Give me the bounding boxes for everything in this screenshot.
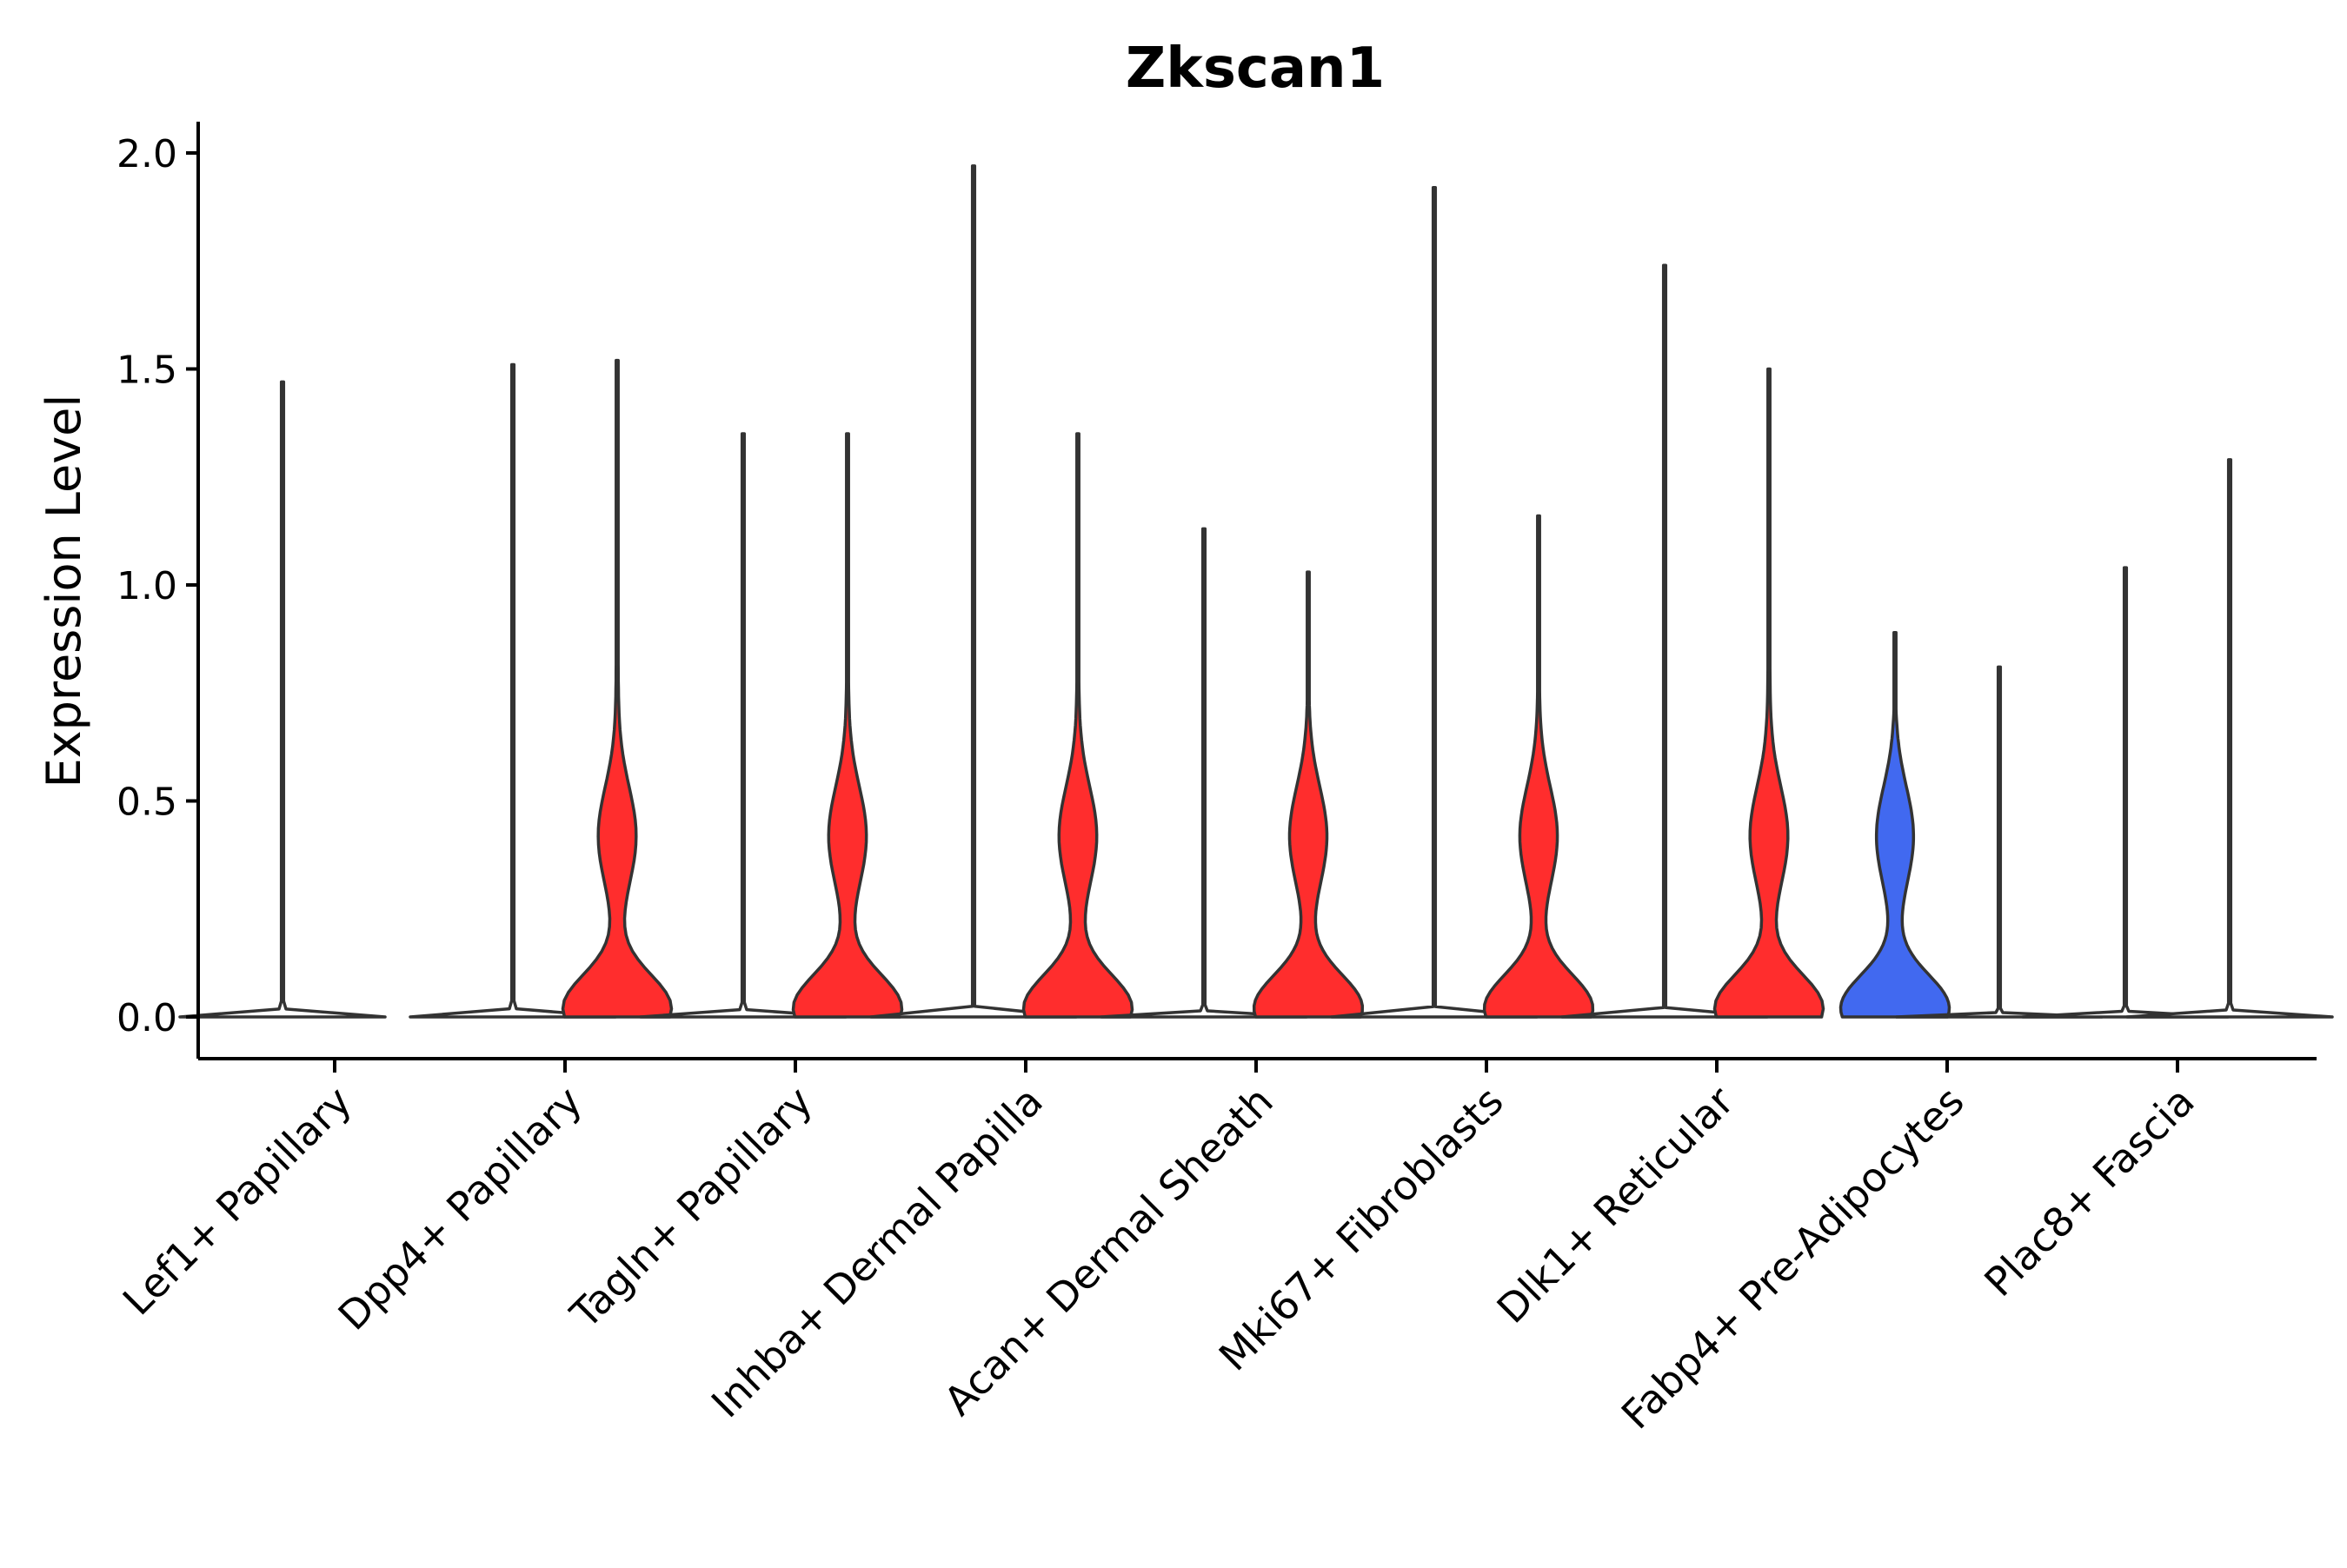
x-tick-label-dpp4-papillary: Dpp4+ Papillary	[329, 1078, 591, 1339]
violin-tagln-papillary-group_1	[639, 432, 848, 1019]
x-tick-label-dlk1-reticular: Dlk1+ Reticular	[1488, 1078, 1743, 1332]
y-tick-label: 0.5	[116, 781, 177, 825]
violin-fabp4-pre-adipocytes-group_2	[1895, 665, 2104, 1019]
y-tick-label: 0.0	[116, 996, 177, 1040]
violin-shape	[639, 432, 848, 1019]
violin-shape	[1100, 527, 1308, 1019]
violin-acan-dermal-sheath-group_1	[1100, 527, 1308, 1019]
violin-shape	[2125, 458, 2334, 1019]
violin-mki67-fibroblasts-group_2	[1482, 514, 1595, 1019]
violin-dpp4-papillary-group_2	[561, 358, 674, 1019]
chart-title: Zkscan1	[1126, 37, 1385, 101]
violin-tagln-papillary-group_2	[791, 432, 904, 1019]
violin-shape	[2021, 566, 2230, 1019]
violin-mki67-fibroblasts-group_1	[1330, 186, 1539, 1019]
violin-shape	[869, 164, 1078, 1019]
y-tick-label: 2.0	[116, 132, 177, 176]
violin-shape	[561, 358, 674, 1019]
violin-shape	[791, 432, 904, 1019]
violin-inhba-dermal-papilla-group_1	[869, 164, 1078, 1019]
violin-dlk1-reticular-group_2	[1712, 367, 1825, 1019]
violin-dlk1-reticular-group_1	[1560, 263, 1769, 1019]
violin-fabp4-pre-adipocytes-group_1	[1838, 630, 1951, 1019]
violin-shape	[1895, 665, 2104, 1019]
violin-shape	[1252, 570, 1365, 1019]
violin-lef1-papillary-group_1	[178, 380, 387, 1019]
violin-shape	[1330, 186, 1539, 1019]
violin-shape	[1482, 514, 1595, 1019]
y-axis: 0.0 0.5 1.0 1.5 2.0	[116, 122, 200, 1059]
violin-shape	[178, 380, 387, 1019]
violin-shape	[1838, 630, 1951, 1019]
violin-layer	[178, 164, 2334, 1019]
violin-dpp4-papillary-group_1	[409, 362, 617, 1019]
violin-plac8-fascia-group_2	[2125, 458, 2334, 1019]
y-tick-label: 1.0	[116, 564, 177, 608]
violin-shape	[1560, 263, 1769, 1019]
violin-plac8-fascia-group_1	[2021, 566, 2230, 1019]
x-tick-label-plac8-fascia: Plac8+ Fascia	[1975, 1078, 2203, 1306]
violin-shape	[1712, 367, 1825, 1019]
violin-shape	[409, 362, 617, 1019]
violin-inhba-dermal-papilla-group_2	[1021, 432, 1134, 1019]
y-tick-label: 1.5	[116, 349, 177, 393]
violin-acan-dermal-sheath-group_2	[1252, 570, 1365, 1019]
x-tick-label-tagln-papillary: Tagln+ Papillary	[561, 1078, 821, 1339]
y-axis-label: Expression Level	[37, 395, 91, 788]
violin-shape	[1021, 432, 1134, 1019]
x-tick-label-lef1-papillary: Lef1+ Papillary	[114, 1078, 361, 1325]
